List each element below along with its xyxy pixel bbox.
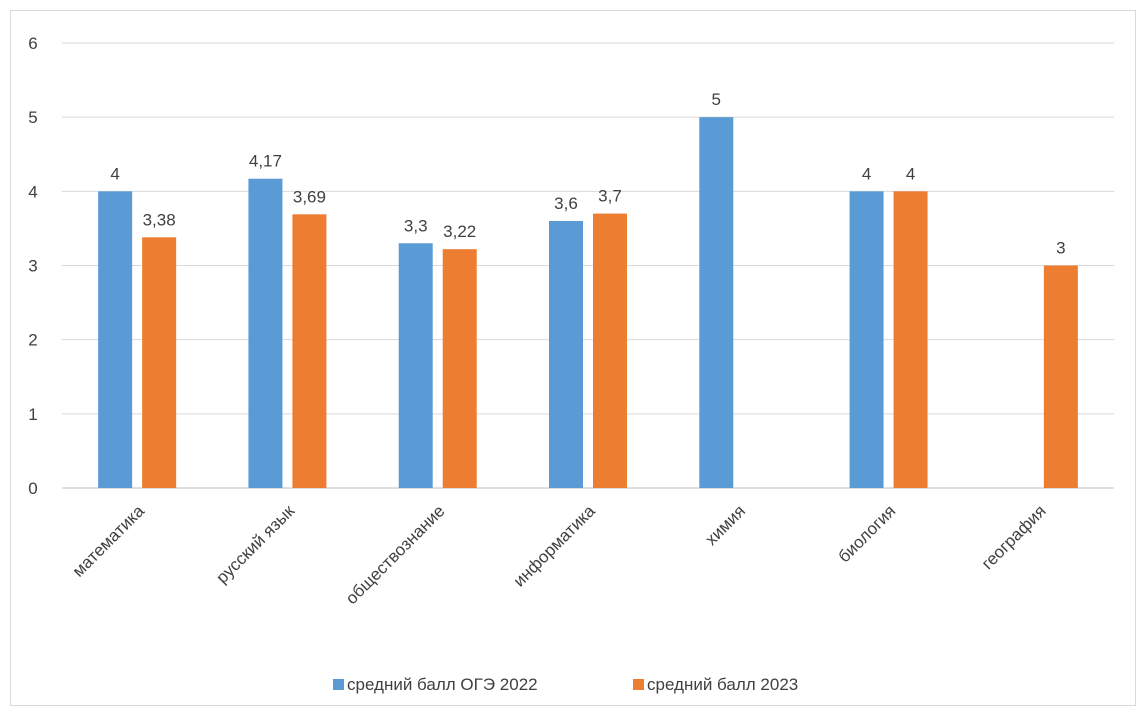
bar: [1043, 265, 1078, 488]
data-label: 4: [862, 164, 871, 183]
y-tick-label: 3: [28, 257, 37, 276]
gridlines: [62, 42, 1114, 489]
y-tick-label: 6: [28, 34, 37, 53]
data-label: 3,38: [143, 210, 176, 229]
legend-label: средний балл ОГЭ 2022: [347, 675, 538, 694]
category-label: обществознание: [342, 501, 449, 608]
y-axis-ticks: 0 1 2 3 4 5 6: [28, 34, 37, 498]
data-label: 3,6: [554, 194, 578, 213]
category-label: биология: [835, 501, 900, 566]
category-label: химия: [701, 501, 749, 549]
y-tick-label: 4: [28, 182, 37, 201]
category-labels: математика русский язык обществознание инфо…: [69, 501, 1050, 608]
legend-swatch: [333, 679, 344, 690]
category-label: русский язык: [212, 501, 298, 587]
bars: [98, 117, 1078, 489]
bar: [893, 191, 928, 489]
legend-item: средний балл ОГЭ 2022: [333, 675, 538, 694]
data-label: 3,22: [443, 222, 476, 241]
data-label: 3,3: [404, 216, 428, 235]
data-label: 3: [1056, 239, 1065, 258]
bar: [248, 178, 283, 488]
bar: [142, 237, 177, 488]
bar: [398, 243, 433, 488]
y-tick-label: 5: [28, 108, 37, 127]
bar: [98, 191, 133, 489]
bar: [699, 117, 734, 489]
y-tick-label: 0: [28, 479, 37, 498]
legend-swatch: [633, 679, 644, 690]
category-label: информатика: [510, 501, 600, 591]
bar: [849, 191, 884, 489]
legend-label: средний балл 2023: [647, 675, 798, 694]
bar: [292, 214, 327, 488]
data-label: 5: [712, 90, 721, 109]
category-label: математика: [69, 501, 149, 581]
y-tick-label: 1: [28, 405, 37, 424]
data-label: 4,17: [249, 152, 282, 171]
data-labels: 4 3,38 4,17 3,69 3,3 3,22 3,6 3,7 5 4 4 3: [110, 90, 1065, 257]
data-label: 4: [110, 164, 119, 183]
bar: [549, 221, 583, 488]
bar: [442, 249, 477, 488]
y-tick-label: 2: [28, 331, 37, 350]
data-label: 3,69: [293, 187, 326, 206]
data-label: 3,7: [598, 187, 622, 206]
bar: [593, 213, 627, 489]
legend: средний балл ОГЭ 2022 средний балл 2023: [333, 675, 798, 694]
category-label: география: [978, 501, 1050, 573]
legend-item: средний балл 2023: [633, 675, 798, 694]
data-label: 4: [906, 164, 915, 183]
